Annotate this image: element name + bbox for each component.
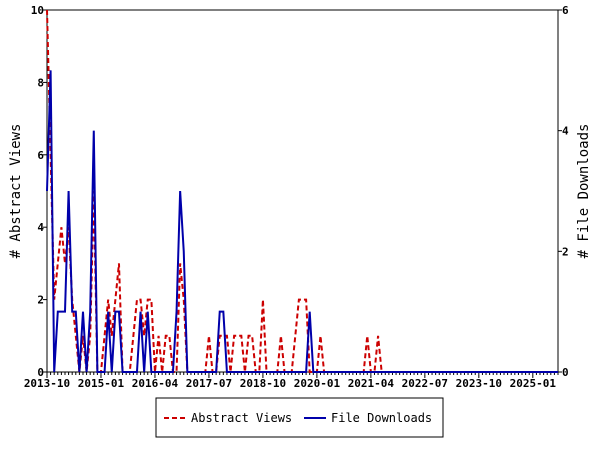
x-tick-label: 2017-07 xyxy=(186,377,232,390)
y-tick-label: 6 xyxy=(37,149,44,162)
y-tick-label: 0 xyxy=(37,366,44,379)
x-tick-label: 2022-07 xyxy=(402,377,448,390)
y-tick-label: 8 xyxy=(37,76,44,89)
series-line xyxy=(46,9,558,373)
x-tick-label: 2023-10 xyxy=(456,377,502,390)
x-tick-label: 2015-01 xyxy=(78,377,125,390)
plot-frame xyxy=(46,9,559,373)
x-tick-label: 2013-10 xyxy=(24,377,70,390)
legend-box xyxy=(155,397,444,438)
y2-tick-label: 6 xyxy=(562,4,569,17)
y2-tick-label: 4 xyxy=(562,125,569,138)
series-line xyxy=(46,70,558,373)
x-tick-label: 2025-01 xyxy=(510,377,557,390)
y2-tick-label: 2 xyxy=(562,245,569,258)
legend-label: File Downloads xyxy=(331,411,432,425)
y-tick-label: 10 xyxy=(31,4,44,17)
x-tick-label: 2020-01 xyxy=(294,377,341,390)
x-tick-label: 2016-04 xyxy=(132,377,179,390)
y-axis-title: # Abstract Views xyxy=(8,124,24,259)
y2-axis-title: # File Downloads xyxy=(576,124,592,259)
y2-tick-label: 0 xyxy=(562,366,569,379)
legend-label: Abstract Views xyxy=(191,411,292,425)
x-tick-label: 2021-04 xyxy=(348,377,395,390)
x-tick-label: 2018-10 xyxy=(240,377,286,390)
y-tick-label: 2 xyxy=(37,294,44,307)
y-tick-label: 4 xyxy=(37,221,44,234)
